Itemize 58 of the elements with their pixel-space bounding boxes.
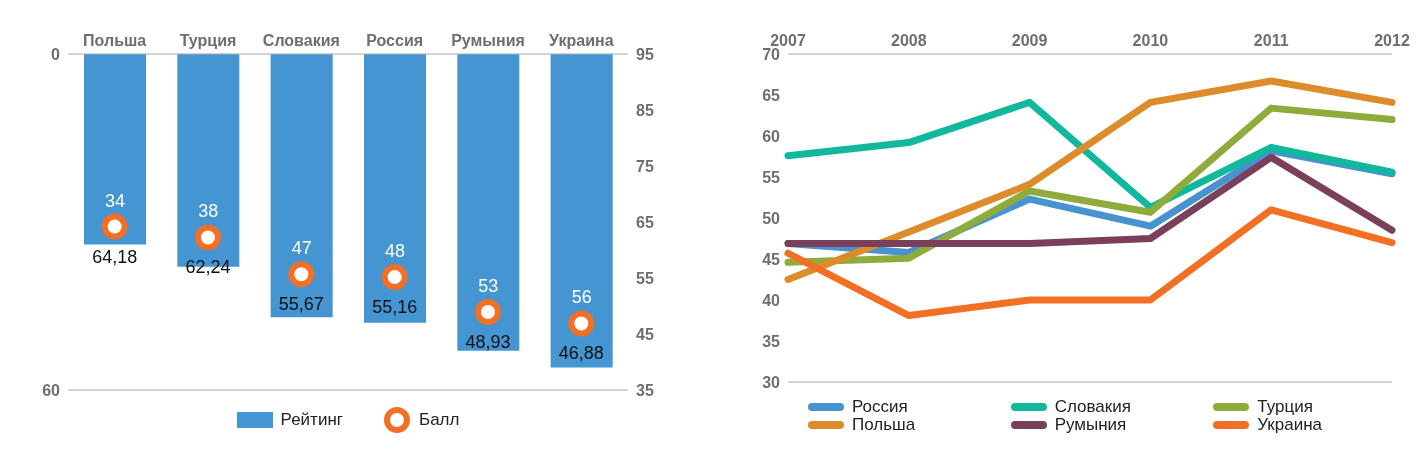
data-label: 55,67 xyxy=(278,294,324,315)
data-label: 53 xyxy=(478,275,499,296)
x-tick-label: Польша xyxy=(83,32,147,49)
legend-label: Турция xyxy=(1257,397,1313,416)
data-label: 46,88 xyxy=(558,343,604,364)
data-label: 48 xyxy=(384,241,406,262)
y-tick-label: 60 xyxy=(42,381,61,399)
data-label: 38 xyxy=(198,201,219,222)
point xyxy=(101,213,128,240)
legend-label: Балл xyxy=(418,410,460,429)
bar xyxy=(364,54,426,323)
bar xyxy=(270,54,333,318)
point xyxy=(195,224,221,251)
point xyxy=(568,310,595,337)
bar xyxy=(84,54,146,245)
y-tick-label: 55 xyxy=(762,168,781,186)
y2-tick-label: 85 xyxy=(636,101,654,119)
x-tick-label: Словакия xyxy=(262,32,340,49)
data-label: 64,18 xyxy=(92,246,138,267)
y2-tick-label: 65 xyxy=(636,213,654,231)
data-label: 48,93 xyxy=(465,331,511,352)
bar xyxy=(457,54,520,351)
x-tick-label: 2009 xyxy=(1011,32,1048,49)
y-tick-label: 30 xyxy=(762,373,781,391)
y-tick-label: 0 xyxy=(51,45,61,63)
data-label: 55,16 xyxy=(372,297,418,318)
y2-tick-label: 95 xyxy=(636,45,654,63)
x-tick-label: 2008 xyxy=(891,32,927,49)
legend-label: Польша xyxy=(852,415,916,434)
x-tick-label: Румыния xyxy=(451,32,525,49)
y-tick-label: 65 xyxy=(762,86,781,104)
x-tick-label: Украина xyxy=(549,32,614,49)
x-tick-label: 2010 xyxy=(1132,32,1169,49)
x-tick-label: Турция xyxy=(179,32,237,49)
bar xyxy=(550,54,613,368)
legend-label: Украина xyxy=(1257,415,1323,434)
x-tick-label: Россия xyxy=(366,32,424,49)
legend-label: Рейтинг xyxy=(280,410,343,429)
x-tick-label: 2011 xyxy=(1253,32,1289,49)
legend-label: Словакия xyxy=(1054,397,1131,416)
point xyxy=(475,298,501,325)
y2-tick-label: 75 xyxy=(636,157,654,175)
y-tick-label: 40 xyxy=(762,291,781,309)
point xyxy=(381,264,408,291)
data-label: 34 xyxy=(104,190,126,211)
x-tick-label: 2012 xyxy=(1374,32,1410,49)
data-label: 47 xyxy=(291,238,312,259)
y-tick-label: 60 xyxy=(762,127,781,145)
y-tick-label: 45 xyxy=(762,250,781,268)
y2-tick-label: 45 xyxy=(636,325,654,343)
y-tick-label: 50 xyxy=(762,209,781,227)
legend-label: Румыния xyxy=(1054,415,1127,434)
y2-tick-label: 55 xyxy=(636,269,654,287)
point xyxy=(288,261,315,288)
y-tick-label: 35 xyxy=(762,332,781,350)
y2-tick-label: 35 xyxy=(636,381,654,399)
data-label: 56 xyxy=(571,287,592,308)
legend-label: Россия xyxy=(852,397,908,416)
